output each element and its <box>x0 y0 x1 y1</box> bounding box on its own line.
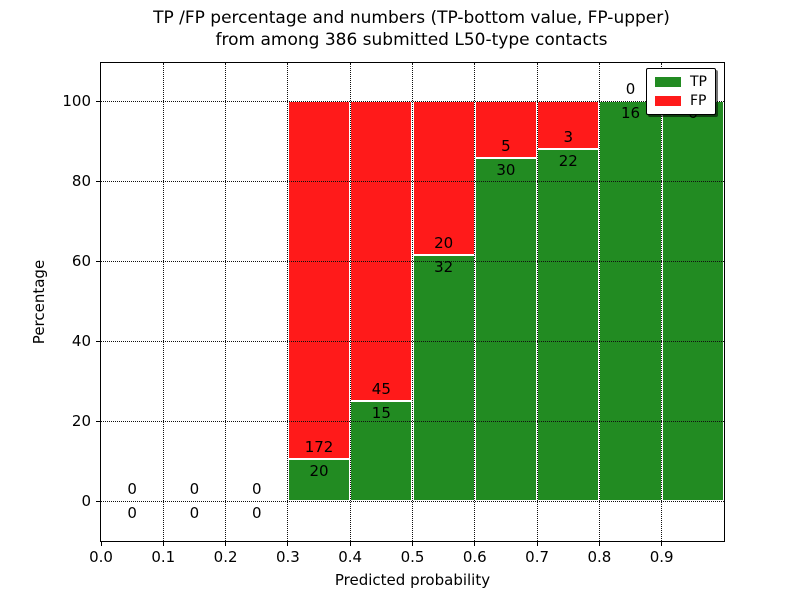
x-tick <box>661 541 663 546</box>
fp-count-label: 0 <box>189 480 200 498</box>
grid-v-line <box>661 63 663 541</box>
tp-count-label: 16 <box>621 104 641 122</box>
grid-h-line <box>101 420 724 422</box>
y-tick <box>96 340 101 342</box>
grid-v-line <box>474 63 476 541</box>
fp-count-label: 45 <box>371 380 391 398</box>
grid-v-line <box>287 63 289 541</box>
grid-v-line <box>598 63 600 541</box>
y-tick-label: 0 <box>81 491 91 510</box>
y-tick-label: 40 <box>71 331 91 350</box>
fp-count-label: 20 <box>434 233 454 252</box>
x-tick <box>162 541 164 546</box>
x-tick <box>598 541 600 546</box>
tp-count-label: 15 <box>371 404 391 422</box>
x-tick <box>349 541 351 546</box>
x-tick <box>287 541 289 546</box>
x-tick <box>225 541 227 546</box>
bar-segment-tp <box>474 158 538 501</box>
x-tick <box>474 541 476 546</box>
plot-area: Predicted probability Percentage 0.0 0.1 0… <box>30 62 725 589</box>
bar-segment-tp <box>537 149 600 501</box>
x-tick <box>100 541 102 546</box>
bar-segment-fp <box>350 101 413 401</box>
bar-segment-fp <box>412 101 475 255</box>
legend-label-tp: TP <box>690 74 707 90</box>
legend-item-tp: TP <box>655 75 707 89</box>
y-tick-label: 60 <box>71 251 91 270</box>
grid-h-line <box>101 500 724 502</box>
x-tick-label: 0.9 <box>649 548 674 566</box>
grid-v-line <box>412 63 413 541</box>
x-tick-label: 0.1 <box>151 548 176 566</box>
grid-h-line <box>101 100 724 102</box>
fp-count-label: 3 <box>563 128 574 146</box>
tp-count-label: 0 <box>251 504 262 522</box>
y-tick <box>96 420 101 422</box>
fp-count-label: 0 <box>251 480 262 498</box>
x-tick-label: 0.4 <box>338 548 363 566</box>
tp-count-label: 30 <box>496 161 516 180</box>
chart-title-line1: TP /FP percentage and numbers (TP-bottom… <box>153 8 670 28</box>
x-axis-label: Predicted probability <box>334 571 491 589</box>
y-tick <box>96 500 101 502</box>
tp-count-label: 0 <box>127 504 137 522</box>
y-tick-label: 100 <box>62 91 91 110</box>
legend-label-fp: FP <box>690 93 707 109</box>
x-tick-label: 0.5 <box>400 548 425 566</box>
grid-v-line <box>536 63 538 541</box>
fp-count-label: 0 <box>625 80 636 98</box>
bar-segment-tp <box>350 401 413 501</box>
tp-count-label: 32 <box>434 257 454 276</box>
y-tick <box>96 180 101 182</box>
y-tick-label: 80 <box>71 171 91 190</box>
y-tick <box>96 260 101 262</box>
x-tick-label: 0.7 <box>525 548 550 566</box>
tp-count-label: 20 <box>309 462 329 481</box>
tp-count-label: 22 <box>558 152 578 170</box>
fp-count-label: 5 <box>501 137 511 156</box>
fp-color-swatch-icon <box>655 96 681 106</box>
x-tick-label: 0.3 <box>275 548 300 566</box>
grid-h-line <box>101 180 724 182</box>
bar-segment-fp <box>287 101 351 460</box>
y-tick-label: 20 <box>71 411 91 430</box>
grid-v-line <box>225 63 227 541</box>
tp-count-label: 0 <box>189 504 200 522</box>
bar-segment-tp <box>412 254 475 501</box>
bar-segment-tp <box>599 101 662 501</box>
grid-v-line <box>162 63 164 541</box>
bar-segment-tp <box>287 459 351 501</box>
bar-segment-fp <box>474 101 538 159</box>
tp-color-swatch-icon <box>655 77 681 87</box>
grid-h-line <box>101 340 724 342</box>
x-tick <box>536 541 538 546</box>
grid-h-line <box>101 260 724 262</box>
fp-count-label: 172 <box>304 438 334 457</box>
x-tick-label: 0.2 <box>213 548 238 566</box>
y-tick <box>96 100 101 102</box>
legend-item-fp: FP <box>655 94 707 108</box>
fp-count-label: 0 <box>127 480 137 498</box>
bar-segment-tp <box>661 101 724 501</box>
legend: TP FP <box>646 68 716 115</box>
x-tick <box>412 541 413 546</box>
x-tick-label: 0.0 <box>89 548 113 566</box>
bar-segment-fp <box>537 101 600 149</box>
grid-v-line <box>349 63 351 541</box>
chart-title-line2: from among 386 submitted L50-type contac… <box>215 30 608 50</box>
x-tick-label: 0.6 <box>462 548 487 566</box>
x-tick-label: 0.8 <box>587 548 612 566</box>
